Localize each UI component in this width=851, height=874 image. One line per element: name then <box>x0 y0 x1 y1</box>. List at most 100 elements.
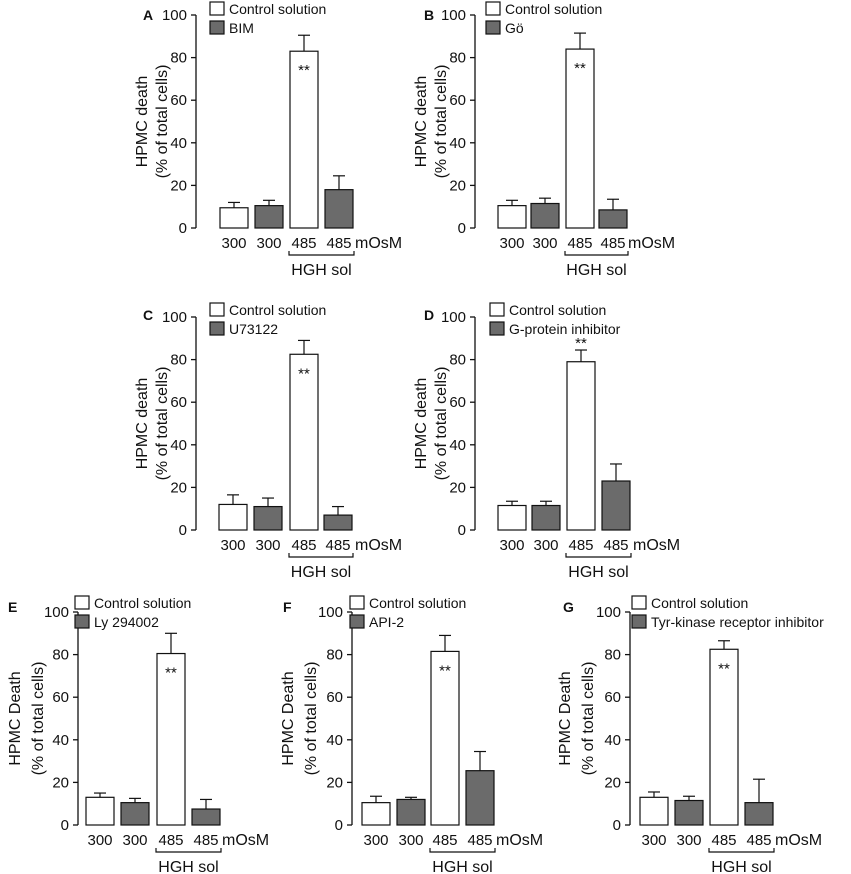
y-tick-label: 80 <box>52 647 69 664</box>
y-tick-label: 80 <box>326 647 343 664</box>
group-bracket <box>288 251 355 256</box>
y-tick-label: 40 <box>170 135 187 152</box>
legend-label: Tyr-kinase receptor inhibitor <box>651 614 824 630</box>
y-tick-label: 40 <box>170 437 187 454</box>
x-tick-label: 300 <box>363 832 388 849</box>
y-axis-label: HPMC death <box>134 378 151 470</box>
y-tick-label: 20 <box>449 479 466 496</box>
y-tick-label: 100 <box>162 309 187 326</box>
y-axis-label: HPMC Death <box>280 671 297 765</box>
group-label: HGH sol <box>566 262 626 279</box>
bar <box>674 799 704 826</box>
bar <box>566 361 596 531</box>
y-axis-label: HPMC Death <box>557 671 574 765</box>
y-tick-label: 100 <box>596 604 621 621</box>
group-label: HGH sol <box>291 564 351 581</box>
y-tick-label: 20 <box>326 774 343 791</box>
legend-swatch <box>489 302 505 317</box>
panel-e: E HPMC Death (% of total cells) 0 20 40 60 80 10… <box>7 595 269 874</box>
y-tick-label: 80 <box>604 647 621 664</box>
group-bracket <box>564 251 629 256</box>
y-tick-label: 80 <box>449 352 466 369</box>
bar <box>497 504 527 531</box>
group-bracket <box>429 848 496 853</box>
legend-label: BIM <box>229 20 254 36</box>
x-tick-label: 485 <box>568 537 593 554</box>
y-tick-label: 100 <box>441 309 466 326</box>
y-axis-label: HPMC death <box>134 76 151 168</box>
bar <box>744 802 774 826</box>
bar <box>565 48 595 229</box>
bar <box>465 770 495 826</box>
legend-swatch <box>74 595 90 610</box>
panel-c: C HPMC death (% of total cells) 0 20 40 60 80 10… <box>134 302 402 581</box>
significance-mark: ** <box>298 365 310 382</box>
panel-letter: G <box>563 599 574 615</box>
x-tick-label: 300 <box>122 832 147 849</box>
legend-label: Control solution <box>94 595 191 611</box>
group-bracket <box>155 848 222 853</box>
x-tick-label: 300 <box>676 832 701 849</box>
y-axis-label: HPMC death <box>413 378 430 470</box>
bar <box>85 796 115 826</box>
x-tick-label: 485 <box>746 832 771 849</box>
x-tick-label: 485 <box>567 235 592 252</box>
y-tick-label: 0 <box>613 817 621 834</box>
x-unit-label: mOsM <box>633 537 680 554</box>
y-tick-label: 20 <box>52 774 69 791</box>
y-tick-label: 80 <box>449 50 466 67</box>
x-tick-label: 300 <box>220 537 245 554</box>
legend-swatch <box>74 614 90 629</box>
legend-swatch <box>209 321 225 336</box>
y-axis-label: (% of total cells) <box>30 662 47 776</box>
y-tick-label: 40 <box>449 135 466 152</box>
bar <box>497 205 527 229</box>
panel-letter: F <box>283 599 292 615</box>
y-tick-label: 100 <box>44 604 69 621</box>
y-axis-label: HPMC death <box>413 76 430 168</box>
significance-mark: ** <box>574 60 586 77</box>
x-tick-label: 485 <box>711 832 736 849</box>
panel-letter: A <box>143 7 153 23</box>
x-tick-label: 485 <box>325 537 350 554</box>
y-tick-label: 0 <box>179 220 187 237</box>
legend-label: Control solution <box>509 302 606 318</box>
x-tick-label: 300 <box>499 235 524 252</box>
y-tick-label: 0 <box>335 817 343 834</box>
x-tick-label: 485 <box>291 537 316 554</box>
bar <box>531 504 561 531</box>
legend-label: Control solution <box>505 1 602 17</box>
x-tick-label: 485 <box>467 832 492 849</box>
legend-swatch <box>209 20 225 35</box>
bar <box>120 802 150 826</box>
y-tick-label: 100 <box>162 7 187 24</box>
y-tick-label: 100 <box>441 7 466 24</box>
bar <box>639 796 669 826</box>
panel-letter: C <box>143 307 153 323</box>
x-unit-label: mOsM <box>775 832 822 849</box>
x-tick-label: 300 <box>532 235 557 252</box>
x-unit-label: mOsM <box>628 235 675 252</box>
legend-swatch <box>631 595 647 610</box>
legend-swatch <box>631 614 647 629</box>
y-tick-label: 60 <box>449 92 466 109</box>
bar <box>289 353 319 531</box>
x-tick-label: 300 <box>398 832 423 849</box>
legend-swatch <box>209 302 225 317</box>
x-tick-label: 485 <box>432 832 457 849</box>
x-tick-label: 485 <box>291 235 316 252</box>
group-label: HGH sol <box>158 859 218 874</box>
bar <box>218 503 248 531</box>
y-axis-label: (% of total cells) <box>154 65 171 179</box>
significance-mark: ** <box>439 662 451 679</box>
group-label: HGH sol <box>291 262 351 279</box>
y-tick-label: 60 <box>52 689 69 706</box>
y-tick-label: 60 <box>449 394 466 411</box>
y-axis-label: (% of total cells) <box>433 65 450 179</box>
x-tick-label: 300 <box>499 537 524 554</box>
y-tick-label: 40 <box>449 437 466 454</box>
y-tick-label: 60 <box>170 92 187 109</box>
y-tick-label: 80 <box>170 352 187 369</box>
x-tick-label: 300 <box>255 537 280 554</box>
